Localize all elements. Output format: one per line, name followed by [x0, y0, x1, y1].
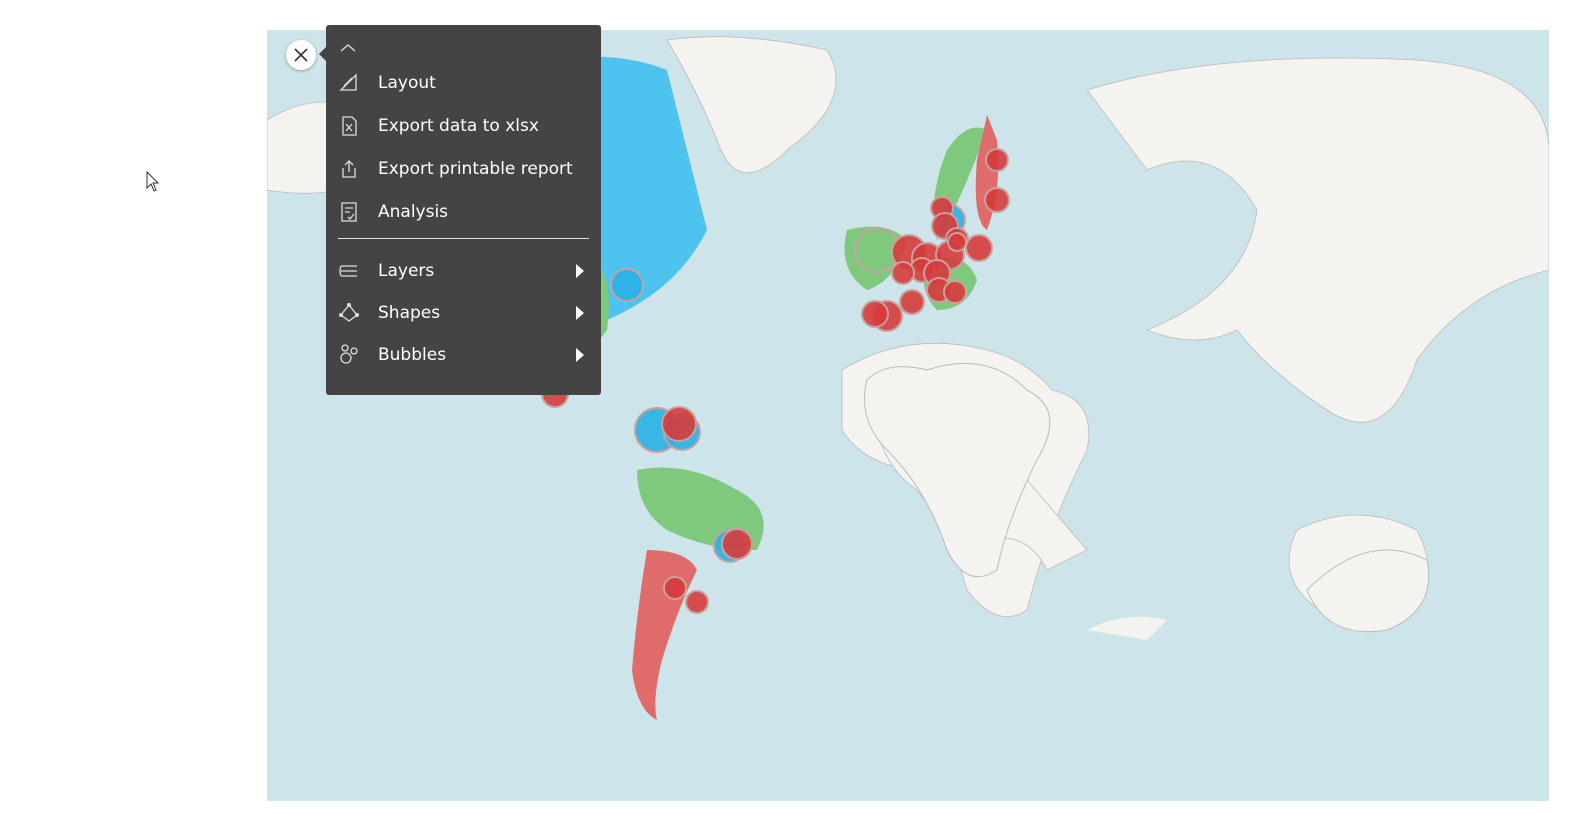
context-menu: Layout Export data to xlsx Export printa…	[319, 25, 601, 395]
mouse-cursor	[146, 171, 160, 192]
layout-icon	[339, 73, 357, 91]
close-icon	[294, 48, 308, 62]
menu-item-label: Analysis	[378, 202, 449, 222]
submenu-item[interactable]: Bubbles	[326, 335, 601, 375]
submenu-item[interactable]: Shapes	[326, 293, 601, 333]
submenu-arrow	[576, 306, 584, 320]
xlsx-icon	[342, 116, 357, 136]
menu-item[interactable]: Export data to xlsx	[326, 106, 601, 146]
separator	[338, 238, 589, 239]
collapse-icon[interactable]	[338, 42, 358, 54]
analysis-icon	[341, 202, 357, 222]
menu-item-label: Shapes	[378, 303, 441, 323]
export-icon	[342, 160, 356, 178]
close-button[interactable]	[286, 40, 316, 70]
bubbles-icon	[340, 344, 358, 364]
menu-caret	[319, 47, 326, 61]
menu-item[interactable]: Layout	[326, 63, 601, 103]
menu-item[interactable]: Export printable report	[326, 149, 601, 189]
menu-item-label: Bubbles	[378, 345, 447, 365]
layers-icon	[339, 265, 357, 277]
menu-item-label: Layers	[378, 261, 435, 281]
menu-item[interactable]: Analysis	[326, 192, 601, 232]
submenu-arrow	[576, 264, 584, 278]
submenu-item[interactable]: Layers	[326, 251, 601, 291]
bubbles	[541, 148, 1010, 614]
submenu-arrow	[576, 348, 584, 362]
menu-item-label: Export printable report	[378, 159, 573, 179]
menu-item-label: Export data to xlsx	[378, 116, 539, 136]
menu-item-label: Layout	[378, 73, 436, 93]
shapes-icon	[339, 303, 359, 322]
